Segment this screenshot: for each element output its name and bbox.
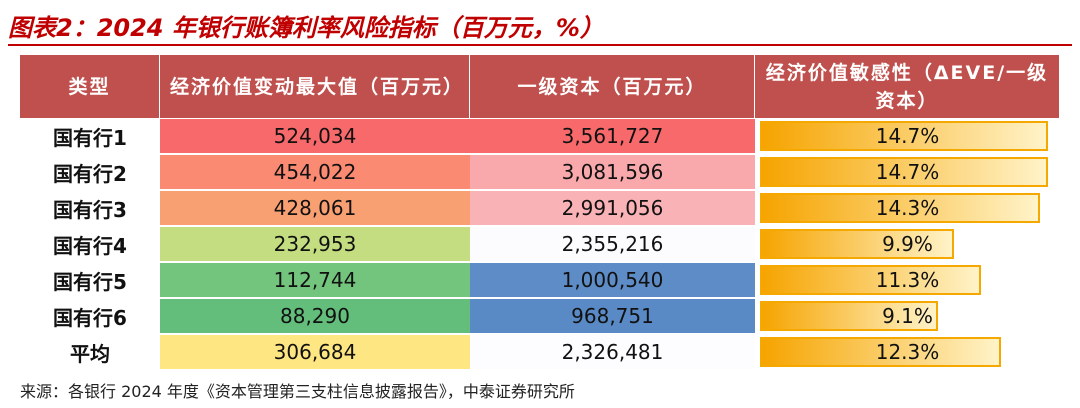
eve-cell: 112,744 [160,263,470,297]
capital-cell: 2,355,216 [470,227,755,261]
row-label: 平均 [70,341,110,366]
ratio-bar [760,121,1049,151]
row-label: 国有行6 [53,305,127,330]
ratio-bar [760,337,1002,367]
row-label: 国有行2 [53,161,127,186]
row-label: 国有行5 [53,269,127,294]
ratio-bar [760,193,1041,223]
row-label: 国有行4 [53,233,127,258]
capital-cell: 1,000,540 [470,263,755,297]
ratio-bar [760,229,955,259]
footer: 来源：各银行 2024 年度《资本管理第三支柱信息披露报告》，中泰证券研究所 [20,382,575,401]
title: 图表2：2024 年银行账簿利率风险指标（百万元，%） [8,14,604,42]
title-rule [8,44,1072,46]
capital-cell: 2,326,481 [470,335,755,369]
ratio-bar [760,265,982,295]
eve-cell: 428,061 [160,191,470,225]
ratio-bar [760,301,939,331]
ratio-label: 9.1% [882,304,933,328]
eve-cell: 454,022 [160,155,470,189]
ratio-label: 14.7% [875,124,940,148]
capital-cell: 2,991,056 [470,191,755,225]
ratio-bar [760,157,1049,187]
ratio-label: 14.3% [875,196,940,220]
capital-cell: 3,081,596 [470,155,755,189]
row-label: 国有行1 [53,125,127,150]
capital-cell: 3,561,727 [470,119,755,153]
ratio-label: 9.9% [882,232,933,256]
ratio-label: 12.3% [875,340,940,364]
ratio-label: 14.7% [875,160,940,184]
eve-cell: 524,034 [160,119,470,153]
ratio-label: 11.3% [875,268,940,292]
row-label: 国有行3 [53,197,127,222]
eve-cell: 306,684 [160,335,470,369]
header-cell: 经济价值变动最大值（百万元） [160,55,470,118]
capital-cell: 968,751 [470,299,755,333]
eve-cell: 232,953 [160,227,470,261]
header-cell: 类型 [20,55,160,118]
header-cell: 经济价值敏感性（ΔEVE/一级资本） [755,55,1060,118]
header-cell: 一级资本（百万元） [470,55,755,118]
eve-cell: 88,290 [160,299,470,333]
